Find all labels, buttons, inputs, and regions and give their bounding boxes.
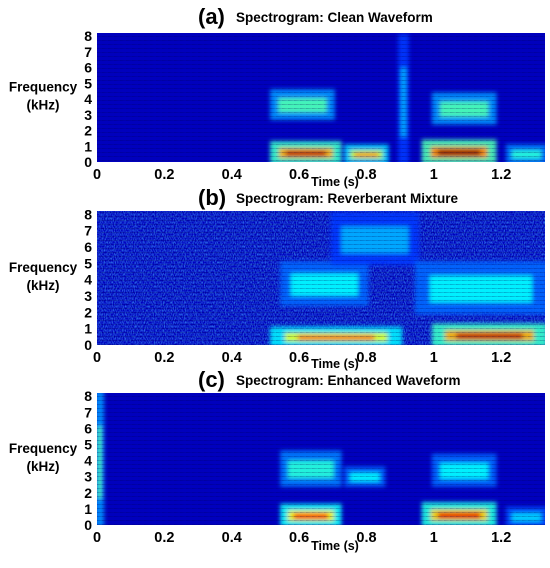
x-tick-label: 1 xyxy=(430,530,438,546)
y-tick-label: 3 xyxy=(84,469,92,485)
panel-title: Spectrogram: Reverberant Mixture xyxy=(236,191,459,206)
y-tick-label: 8 xyxy=(84,206,92,222)
x-tick-label: 1.2 xyxy=(491,167,511,183)
y-tick-label: 5 xyxy=(84,75,92,91)
y-tick-label: 3 xyxy=(84,288,92,304)
y-axis-label: Frequency (kHz) xyxy=(9,80,78,113)
y-tick-label: 0 xyxy=(84,517,92,533)
y-tick-label: 4 xyxy=(84,91,92,107)
y-tick-label: 4 xyxy=(84,272,92,288)
y-tick-label: 0 xyxy=(84,154,92,170)
y-tick-label: 3 xyxy=(84,107,92,123)
x-tick-label: 0.6 xyxy=(289,530,309,546)
spectrogram-panel: (b) Spectrogram: Reverberant Mixture01234… xyxy=(9,185,545,371)
x-tick-label: 0.2 xyxy=(154,350,174,366)
spectrogram-panel: (c) Spectrogram: Enhanced Waveform0123456… xyxy=(9,367,545,553)
y-tick-label: 4 xyxy=(84,453,92,469)
harmonic-texture xyxy=(97,393,545,525)
x-tick-label: 1.2 xyxy=(491,530,511,546)
panel-title: Spectrogram: Clean Waveform xyxy=(236,10,433,25)
y-tick-label: 5 xyxy=(84,255,92,271)
y-tick-label: 2 xyxy=(84,485,92,501)
spectrogram-plot-area xyxy=(97,211,545,345)
x-tick-label: 0.6 xyxy=(289,350,309,366)
y-tick-label: 5 xyxy=(84,437,92,453)
harmonic-texture xyxy=(97,211,545,345)
spectrogram-panel: (a) Spectrogram: Clean Waveform0123456780… xyxy=(9,4,545,189)
x-tick-label: 0 xyxy=(93,350,101,366)
x-tick-label: 1 xyxy=(430,167,438,183)
x-tick-label: 0.8 xyxy=(356,530,376,546)
panel-title: Spectrogram: Enhanced Waveform xyxy=(236,373,461,388)
y-tick-label: 6 xyxy=(84,60,92,76)
y-tick-label: 2 xyxy=(84,123,92,139)
y-axis-label: Frequency (kHz) xyxy=(9,441,78,474)
x-tick-label: 0.2 xyxy=(154,530,174,546)
x-tick-label: 0 xyxy=(93,530,101,546)
x-tick-label: 1.2 xyxy=(491,350,511,366)
x-tick-label: 0.4 xyxy=(222,530,242,546)
x-tick-label: 1 xyxy=(430,350,438,366)
y-axis-label: Frequency (kHz) xyxy=(9,260,78,293)
y-tick-label: 8 xyxy=(84,388,92,404)
panel-label: (a) xyxy=(198,4,225,29)
y-tick-label: 1 xyxy=(84,138,92,154)
y-tick-label: 6 xyxy=(84,420,92,436)
y-tick-label: 7 xyxy=(84,223,92,239)
y-tick-label: 1 xyxy=(84,501,92,517)
harmonic-texture xyxy=(97,33,545,162)
x-tick-label: 0.8 xyxy=(356,350,376,366)
y-tick-label: 2 xyxy=(84,304,92,320)
y-tick-label: 1 xyxy=(84,321,92,337)
spectrogram-plot-area xyxy=(97,393,545,525)
y-tick-label: 7 xyxy=(84,404,92,420)
x-axis-label: Time (s) xyxy=(311,175,359,189)
x-tick-label: 0 xyxy=(93,167,101,183)
spectrogram-plot-area xyxy=(97,33,545,162)
panel-label: (b) xyxy=(198,185,226,210)
y-tick-label: 6 xyxy=(84,239,92,255)
x-tick-label: 0.2 xyxy=(154,167,174,183)
x-tick-label: 0.4 xyxy=(222,167,242,183)
x-tick-label: 0.4 xyxy=(222,350,242,366)
panel-label: (c) xyxy=(198,367,225,392)
y-tick-label: 0 xyxy=(84,337,92,353)
x-axis-label: Time (s) xyxy=(311,539,359,553)
x-tick-label: 0.8 xyxy=(356,167,376,183)
x-tick-label: 0.6 xyxy=(289,167,309,183)
y-tick-label: 8 xyxy=(84,28,92,44)
y-tick-label: 7 xyxy=(84,44,92,60)
x-axis-label: Time (s) xyxy=(311,357,359,371)
